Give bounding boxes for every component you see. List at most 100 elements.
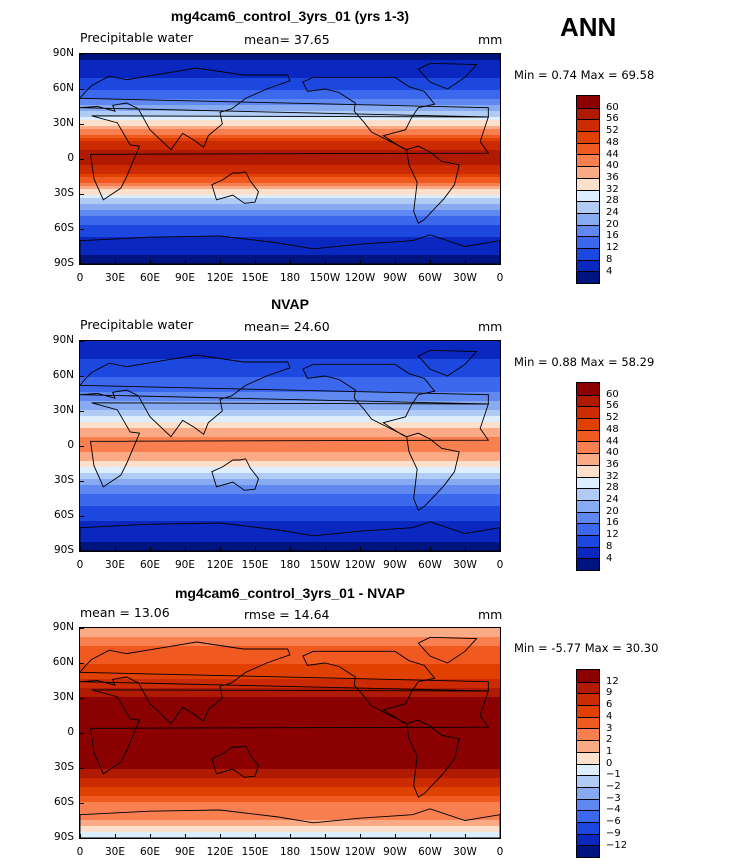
field-band xyxy=(80,488,500,492)
lon-tick-label: 30E xyxy=(105,272,125,284)
colorbar-swatch xyxy=(577,224,599,237)
lat-tick xyxy=(79,341,84,342)
lat-tick xyxy=(79,446,84,447)
coastline xyxy=(89,115,490,201)
map-svg xyxy=(80,341,500,551)
colorbar-label: 4 xyxy=(606,552,613,564)
panel-3-units: mm xyxy=(478,607,503,622)
lon-tick-label: 180 xyxy=(279,846,301,858)
panel-3-mean: mean = 13.06 xyxy=(80,605,170,620)
lon-tick-label: 0 xyxy=(496,272,504,284)
lon-tick-label: 30W xyxy=(453,559,477,571)
map-svg xyxy=(80,54,500,264)
field-band xyxy=(80,93,500,97)
colorbar-label: 36 xyxy=(606,171,619,183)
lat-tick-label: 60S xyxy=(53,222,74,234)
field-band xyxy=(80,380,500,384)
colorbar-swatch xyxy=(577,763,599,776)
field-band xyxy=(80,186,500,190)
lon-tick-label: 30E xyxy=(105,846,125,858)
lat-tick-label: 60N xyxy=(52,82,74,94)
colorbar-swatch xyxy=(577,201,599,213)
field-band xyxy=(80,787,500,791)
field-band xyxy=(80,494,500,498)
lon-tick xyxy=(360,260,361,265)
field-band xyxy=(80,745,500,749)
lon-tick-label: 120E xyxy=(206,846,234,858)
field-band xyxy=(80,123,500,127)
field-band xyxy=(80,105,500,109)
lon-tick-label: 0 xyxy=(496,846,504,858)
field-band xyxy=(80,533,500,537)
lat-tick xyxy=(79,551,84,552)
colorbar-label: 16 xyxy=(606,230,619,242)
field-band xyxy=(80,108,500,112)
field-band xyxy=(80,404,500,408)
field-band xyxy=(80,96,500,100)
lon-tick-label: 60E xyxy=(140,846,160,858)
field-band xyxy=(80,222,500,226)
colorbar-label: 56 xyxy=(606,400,619,412)
lon-tick-label: 180 xyxy=(279,559,301,571)
field-band xyxy=(80,207,500,211)
lon-tick xyxy=(150,547,151,552)
colorbar-swatch xyxy=(577,728,599,741)
field-band xyxy=(80,820,500,824)
lon-tick-label: 120E xyxy=(206,272,234,284)
field-band xyxy=(80,377,500,381)
lon-tick xyxy=(255,547,256,552)
colorbar-label: 0 xyxy=(606,757,613,769)
field-band xyxy=(80,249,500,253)
field-band xyxy=(80,802,500,806)
field-band xyxy=(80,449,500,453)
lon-tick xyxy=(360,547,361,552)
lon-tick xyxy=(430,834,431,839)
field-band xyxy=(80,392,500,396)
field-band xyxy=(80,425,500,429)
field-band xyxy=(80,506,500,510)
field-band xyxy=(80,252,500,256)
field-band xyxy=(80,482,500,486)
field-band xyxy=(80,751,500,755)
field-band xyxy=(80,168,500,172)
lat-tick xyxy=(79,628,84,629)
lat-tick-label: 90S xyxy=(53,831,74,843)
field-band xyxy=(80,790,500,794)
field-band xyxy=(80,518,500,522)
colorbar-swatch xyxy=(577,716,599,729)
lon-tick xyxy=(185,260,186,265)
field-band xyxy=(80,165,500,169)
field-band xyxy=(80,718,500,722)
colorbar-swatch xyxy=(577,142,599,155)
field-band xyxy=(80,347,500,351)
colorbar-swatch xyxy=(577,670,599,682)
field-band xyxy=(80,521,500,525)
field-band xyxy=(80,676,500,680)
lon-tick xyxy=(150,834,151,839)
colorbar-label: 6 xyxy=(606,699,613,711)
field-band xyxy=(80,171,500,175)
field-band xyxy=(80,446,500,450)
lat-tick-label: 30S xyxy=(53,761,74,773)
colorbar-swatch xyxy=(577,511,599,524)
field-band xyxy=(80,431,500,435)
colorbar-label: 48 xyxy=(606,423,619,435)
lon-tick-label: 90E xyxy=(175,272,195,284)
coastline xyxy=(89,689,490,775)
field-band xyxy=(80,673,500,677)
field-band xyxy=(80,805,500,809)
colorbar-swatch xyxy=(577,429,599,442)
panel-2-frame xyxy=(79,340,501,552)
lon-tick xyxy=(325,260,326,265)
season-label: ANN xyxy=(560,12,617,42)
field-band xyxy=(80,473,500,477)
lon-tick xyxy=(80,547,81,552)
lon-tick-label: 30W xyxy=(453,846,477,858)
field-band xyxy=(80,760,500,764)
panel-3-map xyxy=(80,628,500,838)
lat-tick xyxy=(79,838,84,839)
lat-tick xyxy=(79,264,84,265)
field-band xyxy=(80,763,500,767)
lon-tick-label: 120W xyxy=(344,559,376,571)
colorbar-swatch xyxy=(577,546,599,559)
